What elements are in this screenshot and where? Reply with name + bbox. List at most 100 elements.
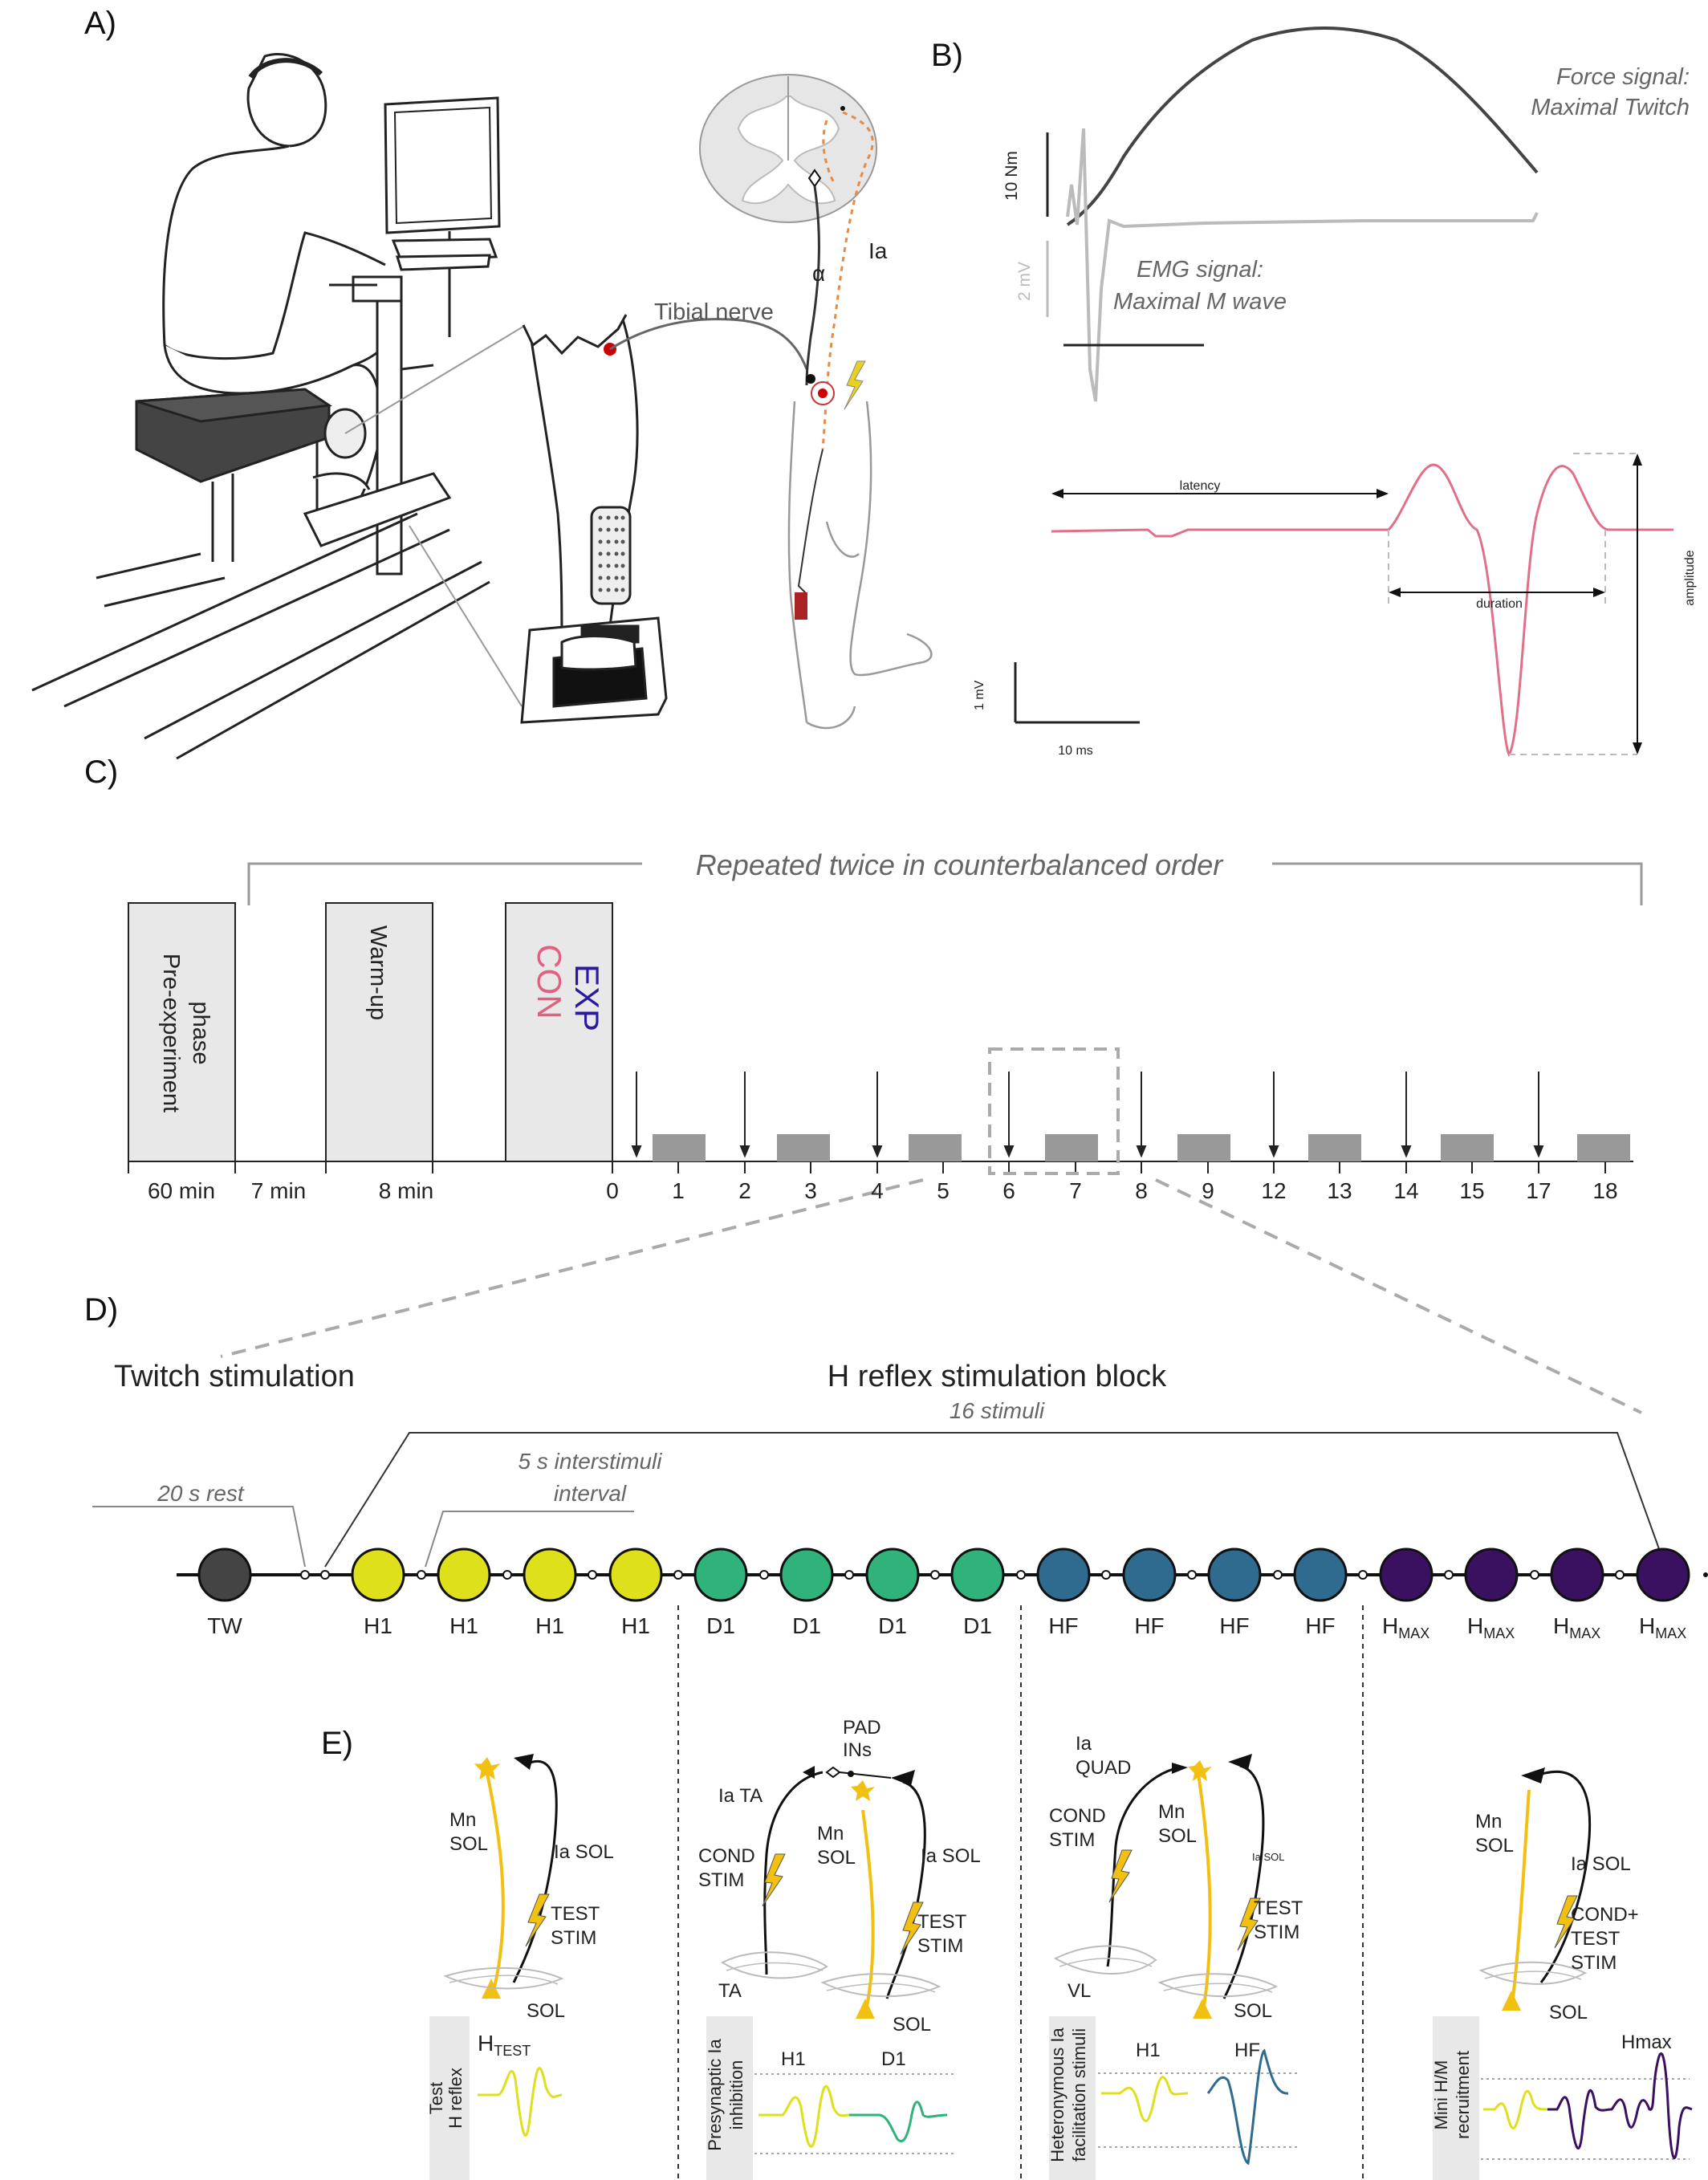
tick-label: 14 <box>1393 1178 1418 1203</box>
e1-sol-label: SOL <box>449 1833 488 1855</box>
scale-emg-label: 2 mV <box>1015 262 1034 301</box>
stim-d1 <box>950 1548 1005 1602</box>
tick-label: 5 <box>937 1178 950 1203</box>
stim-hmax <box>1464 1548 1519 1602</box>
label-d1: D1 <box>792 1613 821 1638</box>
e2-test-label: TEST <box>917 1911 967 1933</box>
svg-text:HMAX: HMAX <box>1553 1613 1600 1641</box>
e3-quad-label: QUAD <box>1076 1757 1131 1779</box>
tick-label: 4 <box>871 1178 884 1203</box>
e3-h1-wave <box>1101 2076 1189 2122</box>
spinal-cord-illustration <box>699 74 877 223</box>
e3-ia-sol-small: Ia SOL <box>1252 1851 1284 1863</box>
stim-hf <box>1293 1548 1348 1602</box>
e3-cond-label: COND <box>1049 1805 1106 1827</box>
e4-h1-wave <box>1483 2090 1548 2129</box>
e4-stim-label: STIM <box>1571 1952 1616 1974</box>
e2-d1-wave <box>849 2101 948 2143</box>
svg-text:HMAX: HMAX <box>1639 1613 1686 1641</box>
label-d1: D1 <box>963 1613 992 1638</box>
e3-test-label: TEST <box>1254 1897 1303 1919</box>
label-hmax-main: H <box>1382 1613 1398 1638</box>
e1-htest-main: H <box>478 2031 494 2056</box>
label-d1: D1 <box>878 1613 907 1638</box>
alpha-label: α <box>812 261 825 286</box>
panel-label-a: A) <box>84 6 116 41</box>
e2-sol-label: SOL <box>817 1847 856 1869</box>
hmax-labels: HMAX HMAX HMAX HMAX <box>1382 1613 1686 1641</box>
svg-text:HTEST: HTEST <box>478 2031 531 2059</box>
e2-ia-sol-label: Ia SOL <box>921 1845 981 1867</box>
e2-d1-label: D1 <box>881 2048 906 2070</box>
e4-side-label2: recruitment <box>1453 2051 1473 2139</box>
tick-label: 1 <box>672 1178 685 1203</box>
e4-hmax-label: Hmax <box>1621 2032 1672 2053</box>
box-con-label: CON <box>531 944 568 1019</box>
e4-sol-label: SOL <box>1475 1835 1514 1857</box>
interval-line2: interval <box>554 1481 627 1506</box>
stim-hmax <box>1379 1548 1434 1602</box>
e1-stim-label: STIM <box>551 1927 596 1949</box>
label-hmax-sub: MAX <box>1655 1625 1686 1641</box>
panel-label-b: B) <box>931 38 963 73</box>
tick-label: 17 <box>1526 1178 1551 1203</box>
svg-text:HMAX: HMAX <box>1467 1613 1515 1641</box>
label-hmax-sub: MAX <box>1569 1625 1600 1641</box>
tick-label: 7 <box>1069 1178 1082 1203</box>
stim-d1 <box>865 1548 920 1602</box>
e1-side-label1: Test <box>426 2082 446 2114</box>
tick-label: 6 <box>1002 1178 1015 1203</box>
label-h1: H1 <box>364 1613 392 1638</box>
stim-hmax <box>1550 1548 1604 1602</box>
lightning-icon <box>844 360 866 410</box>
tick-label: 2 <box>738 1178 751 1203</box>
stim-hf <box>1207 1548 1262 1602</box>
monitor-icon <box>384 96 501 337</box>
twitch-stim-label: Twitch stimulation <box>114 1360 355 1393</box>
leg-side-illustration <box>787 401 933 730</box>
box-warmup-label: Warm-up <box>365 925 391 1020</box>
stim-h1 <box>437 1548 491 1602</box>
e1-side-label2: H reflex <box>445 2068 466 2129</box>
label-hmax-sub: MAX <box>1398 1625 1429 1641</box>
label-hmax-sub: MAX <box>1483 1625 1515 1641</box>
scale-ms-label: 10 ms <box>1058 744 1093 758</box>
stim-d1 <box>779 1548 834 1602</box>
stim-h1 <box>608 1548 663 1602</box>
e1-side-box <box>429 2016 470 2180</box>
e2-circuit <box>720 1766 941 2019</box>
stim-d1 <box>693 1548 748 1602</box>
dynamometer-frame <box>303 275 452 576</box>
recording-electrode <box>795 592 807 620</box>
stimuli-count-label: 16 stimuli <box>950 1398 1045 1423</box>
tick-label: 8 <box>1135 1178 1148 1203</box>
svg-text:HMAX: HMAX <box>1382 1613 1429 1641</box>
electrode-grid <box>598 515 625 592</box>
tick-label: 7 min <box>251 1178 306 1203</box>
tick-label: 12 <box>1261 1178 1286 1203</box>
timeline-labels: 60 min 7 min 8 min 0 1 2 3 4 5 6 7 8 9 1… <box>148 1178 1618 1203</box>
stim-tw <box>197 1548 252 1602</box>
label-hf: HF <box>1048 1613 1078 1638</box>
tick-label: 0 <box>606 1178 619 1203</box>
tibial-nerve-line <box>609 318 808 370</box>
emg-signal-line2: Maximal M wave <box>1113 289 1287 315</box>
e1-h-wave <box>478 2067 563 2137</box>
e2-sol-muscle-label: SOL <box>893 2014 931 2036</box>
tibial-nerve-label: Tibial nerve <box>654 299 774 325</box>
e2-h1-label: H1 <box>781 2048 806 2070</box>
leg-front-illustration <box>520 314 668 724</box>
label-hf: HF <box>1305 1613 1335 1638</box>
e2-side-box <box>706 2016 753 2180</box>
box-pre-line2: phase <box>188 1001 214 1064</box>
stim-hmax <box>1636 1548 1690 1602</box>
panel-d-sequence <box>92 1432 1708 2180</box>
floor-rails <box>31 512 490 760</box>
e4-side-box <box>1433 2016 1479 2180</box>
box-pre-line1: Pre-experiment <box>158 954 184 1112</box>
label-hmax-main: H <box>1553 1613 1569 1638</box>
e2-stim-label: STIM <box>698 1869 744 1891</box>
panel-c-timeline <box>128 862 1643 1414</box>
alpha-motor-fiber <box>805 185 820 386</box>
e3-side-box <box>1049 2016 1096 2180</box>
